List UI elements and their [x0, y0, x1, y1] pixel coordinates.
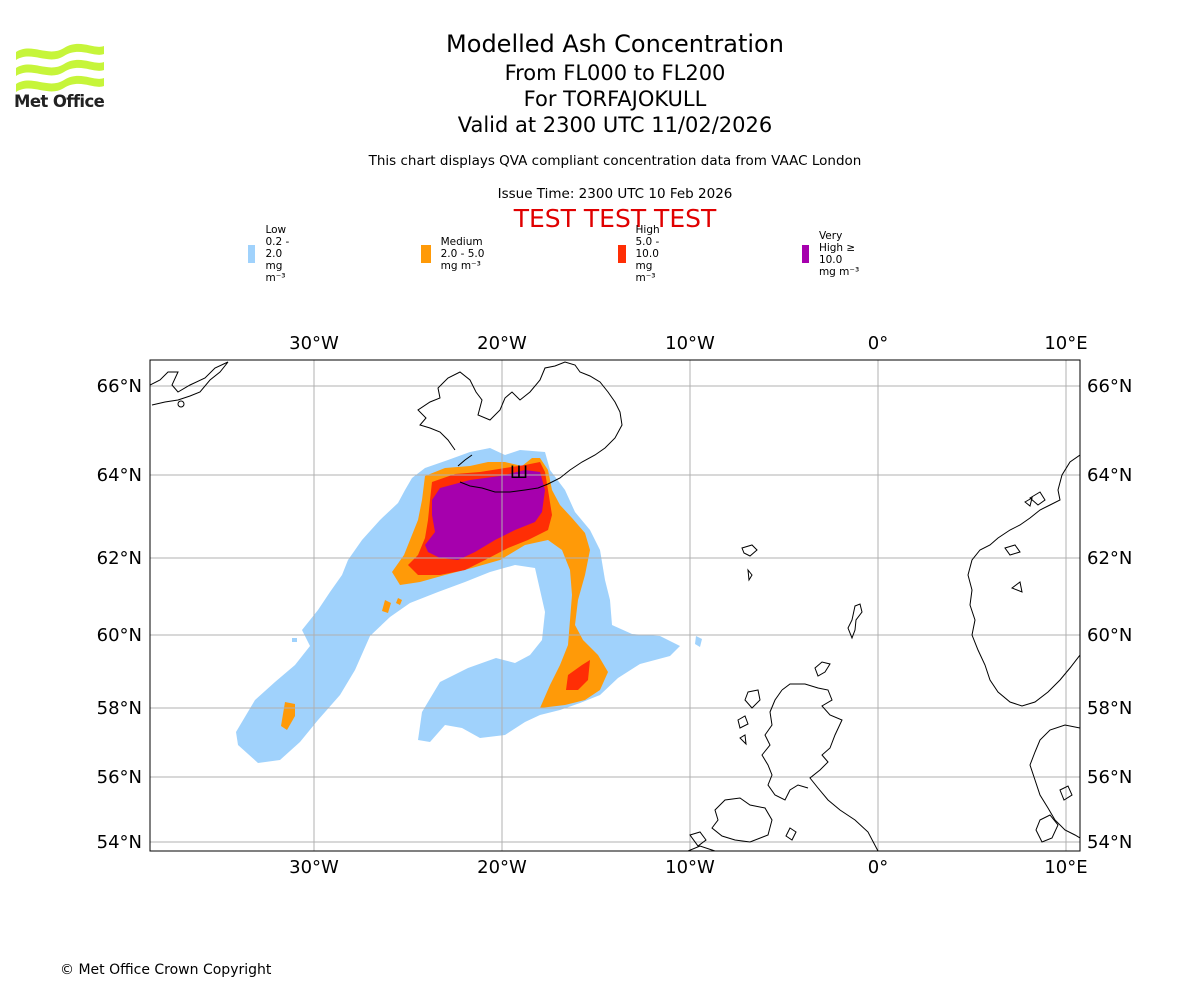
gridlines	[150, 360, 1080, 851]
volcano-symbol: Ш	[510, 463, 528, 483]
latitude-labels-right: 66°N 64°N 62°N 60°N 58°N 56°N 54°N	[1087, 376, 1132, 853]
latitude-labels-left: 66°N 64°N 62°N 60°N 58°N 56°N 54°N	[97, 376, 142, 853]
volcano-marker: Ш	[510, 463, 528, 483]
coast-sweden	[1029, 724, 1080, 839]
coast-scotland	[781, 683, 879, 851]
lon-label-20w-bottom: 20°W	[477, 857, 527, 878]
lon-label-10w-top: 10°W	[665, 333, 715, 354]
legend-label-medium: Medium 2.0 - 5.0 mg m⁻³	[440, 236, 485, 272]
legend-swatch-medium	[421, 245, 431, 263]
legend-item-medium: Medium 2.0 - 5.0 mg m⁻³	[421, 236, 496, 272]
lat-label-58n-right: 58°N	[1087, 698, 1132, 719]
issue-time: Issue Time: 2300 UTC 10 Feb 2026	[497, 186, 733, 202]
lat-label-60n-left: 60°N	[97, 625, 142, 646]
legend-label-high: High 5.0 - 10.0 mg m⁻³	[635, 224, 660, 284]
met-office-logo	[16, 43, 104, 92]
lon-label-30w-top: 30°W	[289, 333, 339, 354]
legend-item-very-high: Very High ≥ 10.0 mg m⁻³	[802, 230, 859, 278]
legend-item-low: Low 0.2 - 2.0 mg m⁻³	[248, 224, 302, 284]
chart-title: Modelled Ash Concentration	[446, 30, 784, 58]
longitude-labels-top: 30°W 20°W 10°W 0° 10°E	[289, 333, 1087, 354]
coast-orkney	[814, 661, 831, 677]
lon-label-0-top: 0°	[868, 333, 888, 354]
legend-swatch-very-high	[802, 245, 809, 263]
map-frame	[149, 359, 1081, 852]
legend-swatch-high	[618, 245, 626, 263]
test-banner: TEST TEST TEST	[513, 204, 717, 233]
lat-label-54n-right: 54°N	[1087, 832, 1132, 853]
flight-level-range: From FL000 to FL200	[504, 61, 726, 85]
legend-swatch-low	[248, 245, 256, 263]
lat-label-62n-right: 62°N	[1087, 548, 1132, 569]
lat-label-66n-right: 66°N	[1087, 376, 1132, 397]
coast-shetland	[847, 603, 863, 640]
lon-label-10w-bottom: 10°W	[665, 857, 715, 878]
chart-description: This chart displays QVA compliant concen…	[368, 153, 862, 169]
lat-label-64n-right: 64°N	[1087, 465, 1132, 486]
coast-faroe	[741, 544, 758, 582]
legend-label-low: Low 0.2 - 2.0 mg m⁻³	[265, 224, 290, 284]
lat-label-60n-right: 60°N	[1087, 625, 1132, 646]
volcano-name: For TORFAJOKULL	[523, 87, 707, 111]
legend-label-very-high: Very High ≥ 10.0 mg m⁻³	[818, 230, 860, 278]
coast-greenland	[150, 361, 229, 406]
lat-label-62n-left: 62°N	[97, 548, 142, 569]
lon-label-0-bottom: 0°	[868, 857, 888, 878]
coast-iceland	[417, 361, 623, 493]
lat-label-66n-left: 66°N	[97, 376, 142, 397]
legend-item-high: High 5.0 - 10.0 mg m⁻³	[618, 224, 675, 284]
copyright-notice: © Met Office Crown Copyright	[60, 962, 272, 978]
chart-titles: Modelled Ash Concentration From FL000 to…	[0, 28, 1200, 234]
coast-denmark	[1035, 814, 1059, 843]
map-area: Ш	[150, 360, 1080, 851]
longitude-labels-bottom: 30°W 20°W 10°W 0° 10°E	[289, 857, 1087, 878]
coast-norway	[967, 454, 1080, 707]
lon-label-10e-bottom: 10°E	[1044, 857, 1087, 878]
lat-label-64n-left: 64°N	[97, 465, 142, 486]
logo-text: Met Office	[14, 92, 105, 111]
lat-label-58n-left: 58°N	[97, 698, 142, 719]
coastlines	[150, 361, 1080, 851]
lon-label-20w-top: 20°W	[477, 333, 527, 354]
lon-label-30w-bottom: 30°W	[289, 857, 339, 878]
lat-label-54n-left: 54°N	[97, 832, 142, 853]
coast-ireland	[711, 797, 773, 843]
valid-time: Valid at 2300 UTC 11/02/2026	[457, 113, 773, 137]
lat-label-56n-right: 56°N	[1087, 767, 1132, 788]
lon-label-10e-top: 10°E	[1044, 333, 1087, 354]
ash-very-high-region	[425, 470, 545, 560]
lat-label-56n-left: 56°N	[97, 767, 142, 788]
